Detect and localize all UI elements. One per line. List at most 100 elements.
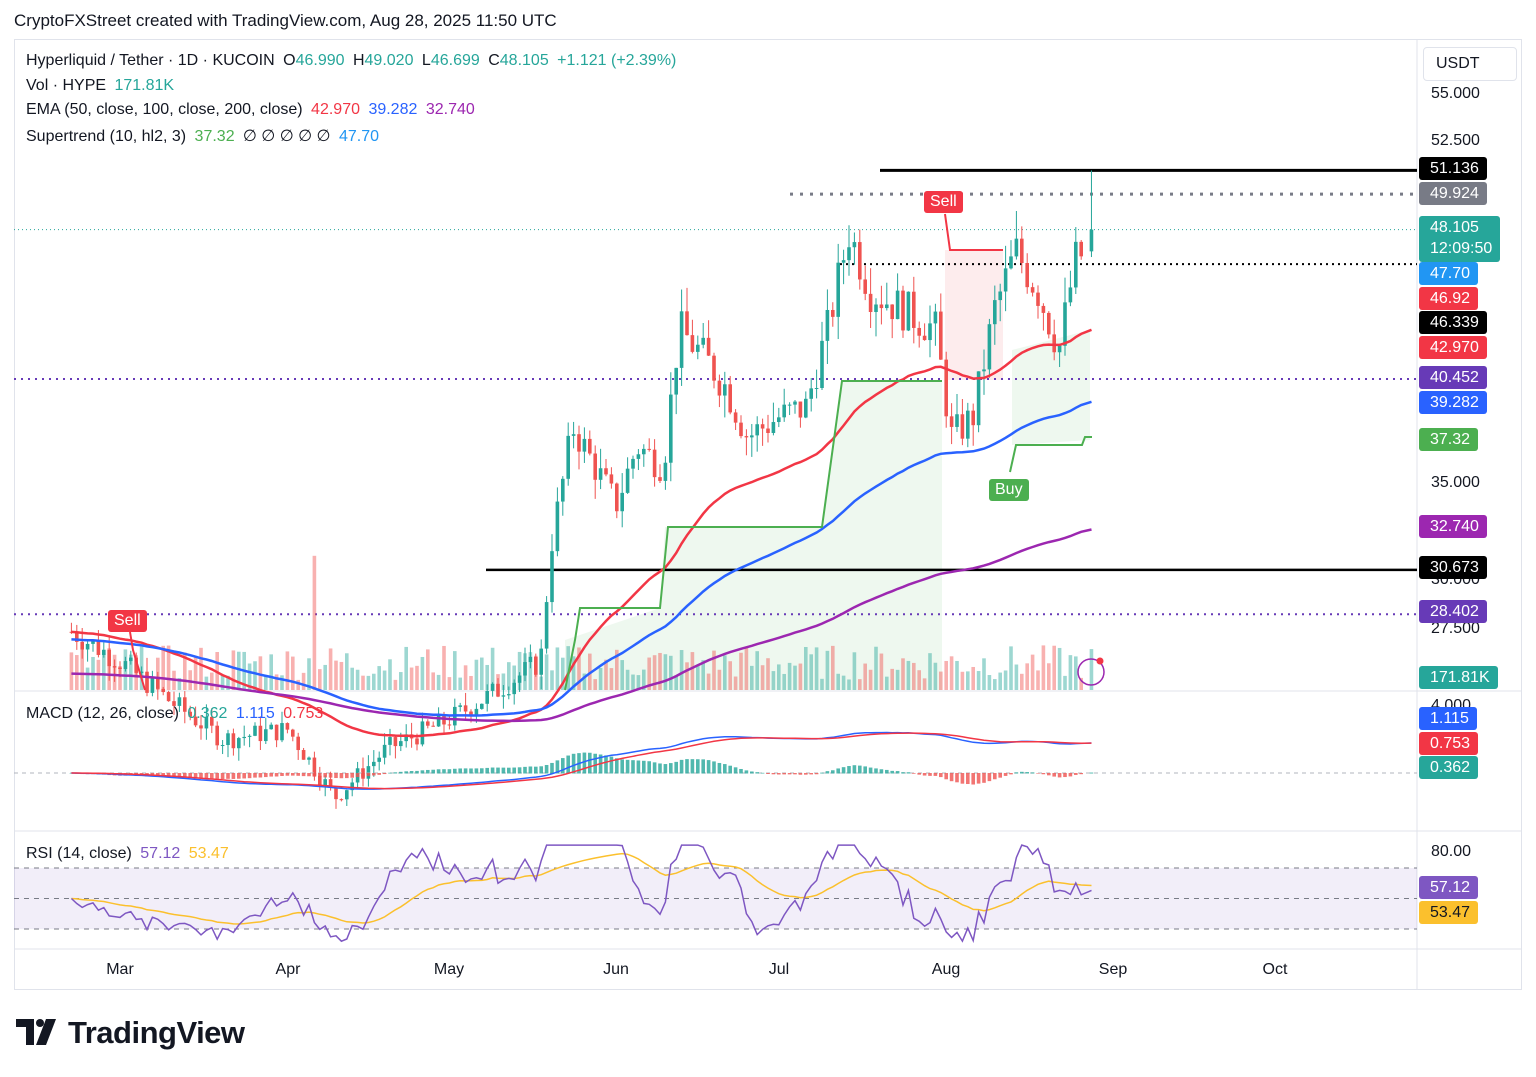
macd-histogram-bar [215, 773, 219, 779]
macd-histogram-bar [928, 773, 932, 776]
volume-bar [301, 672, 306, 690]
volume-bar [118, 666, 122, 690]
candle-body [280, 723, 284, 741]
supertrend-upper-tag[interactable]: 47.70 [1419, 262, 1479, 285]
volume-bar [733, 676, 738, 690]
macd-histogram-bar [874, 768, 878, 774]
volume-bar [188, 670, 192, 690]
macd-hist-tag[interactable]: 0.362 [1419, 756, 1479, 779]
candle-body [647, 448, 651, 450]
macd-histogram-bar [1079, 773, 1083, 775]
volume-bar [129, 654, 133, 690]
rsi-tag[interactable]: 57.12 [1419, 876, 1479, 899]
ema200-value: 32.740 [425, 101, 475, 118]
ema-legend[interactable]: EMA (50, close, 100, close, 200, close) … [26, 101, 479, 119]
candle-body [982, 369, 986, 372]
macd-signal-tag[interactable]: 0.753 [1419, 732, 1479, 755]
volume-legend[interactable]: Vol · HYPE 171.81K [26, 77, 178, 95]
volume-bar [766, 658, 770, 690]
volume-bar [874, 646, 878, 690]
macd-histogram-bar [971, 773, 975, 785]
macd-histogram-bar [798, 773, 803, 775]
indicator-lines [71, 213, 1105, 738]
macd-histogram-bar [841, 767, 846, 774]
candle-body [933, 311, 938, 324]
candle-body [852, 242, 857, 248]
candle-body [1003, 268, 1008, 292]
level-tag-30673[interactable]: 30.673 [1419, 556, 1487, 579]
ema50-tag[interactable]: 42.970 [1419, 336, 1487, 359]
macd-histogram-bar [193, 773, 198, 779]
macd-histogram-bar [226, 773, 230, 779]
candle-body [242, 736, 246, 739]
rsi-ma-tag[interactable]: 53.47 [1419, 901, 1479, 924]
candle-body [1074, 241, 1078, 288]
macd-histogram-bar [453, 768, 457, 774]
volume-bar [220, 675, 225, 690]
rsi-ma-value: 53.47 [188, 845, 229, 862]
macd-signal-line [71, 732, 1092, 790]
level-tag-49924[interactable]: 49.924 [1419, 182, 1487, 205]
supertrend-tag[interactable]: 37.32 [1419, 428, 1479, 451]
level-tag-28402[interactable]: 28.402 [1419, 600, 1487, 623]
candle-body [296, 736, 300, 751]
macd-histogram-bar [933, 773, 938, 776]
volume-bar [615, 649, 619, 690]
volume-bar [652, 655, 657, 690]
volume-bar [696, 665, 700, 690]
volume-bar [960, 671, 965, 690]
macd-histogram-bar [750, 771, 754, 774]
macd-legend[interactable]: MACD (12, 26, close) 0.362 1.115 0.753 [26, 705, 327, 723]
level-tag-51136[interactable]: 51.136 [1419, 157, 1487, 180]
volume-bar [415, 665, 419, 690]
volume-bar [463, 665, 468, 690]
level-tag-46339[interactable]: 46.339 [1419, 311, 1487, 334]
macd-histogram-bar [917, 773, 921, 775]
volume-bar [852, 652, 857, 690]
volume-bar [264, 676, 268, 690]
volume-bar [226, 675, 230, 690]
supertrend-legend[interactable]: Supertrend (10, hl2, 3) 37.32 ∅ ∅ ∅ ∅ ∅ … [26, 126, 383, 146]
ema100-value: 39.282 [368, 101, 418, 118]
volume-label: Vol · HYPE [26, 77, 107, 94]
macd-histogram-bar [399, 771, 403, 774]
macd-histogram-bar [777, 773, 781, 775]
last-price-tag[interactable]: 48.105 12:09:50 [1419, 216, 1501, 262]
macd-histogram-bar [323, 773, 327, 778]
candle-body [609, 474, 614, 484]
volume-bar [971, 666, 975, 690]
macd-tag[interactable]: 1.115 [1419, 707, 1477, 730]
volume-tag[interactable]: 171.81K [1419, 666, 1498, 689]
volume-bar [436, 674, 441, 690]
level-tag-4692[interactable]: 46.92 [1419, 287, 1479, 310]
candle-body [582, 438, 587, 452]
ema200-tag[interactable]: 32.740 [1419, 515, 1487, 538]
macd-histogram-bar [280, 773, 284, 776]
symbol-legend[interactable]: Hyperliquid / Tether · 1D · KUCOIN O46.9… [26, 52, 680, 70]
macd-histogram-bar [307, 773, 311, 777]
candle-body [177, 697, 182, 706]
macd-histogram-bar [377, 773, 381, 775]
candle-body [588, 438, 592, 454]
macd-histogram-bar [501, 767, 506, 774]
candle-body [382, 744, 387, 758]
rsi-legend[interactable]: RSI (14, close) 57.12 53.47 [26, 845, 233, 863]
chart-frame[interactable] [14, 39, 1522, 990]
candle-body [696, 344, 700, 352]
volume-bar [744, 647, 749, 690]
supertrend-empty: ∅ ∅ ∅ ∅ ∅ [243, 128, 331, 145]
level-tag-40452[interactable]: 40.452 [1419, 366, 1487, 389]
ema100-tag[interactable]: 39.282 [1419, 391, 1487, 414]
currency-selector[interactable]: USDT [1423, 47, 1517, 81]
candle-body [755, 424, 759, 436]
candle-body [798, 401, 803, 418]
volume-bar [820, 678, 824, 690]
macd-histogram-bar [301, 773, 306, 777]
candle-body [1079, 241, 1083, 257]
volume-bar [339, 661, 344, 690]
close-label: C [488, 52, 500, 69]
tradingview-logo[interactable]: TradingView [16, 1015, 245, 1053]
macd-histogram-bar [679, 759, 684, 774]
volume-bar [604, 659, 608, 690]
